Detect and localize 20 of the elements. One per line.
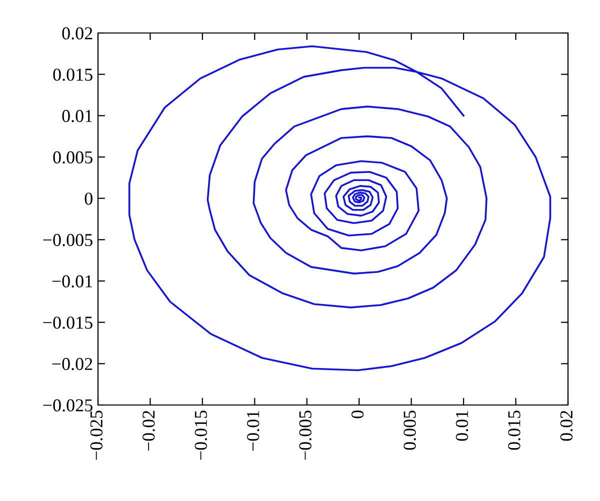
line-series (128, 45, 552, 372)
x-tick-label: 0.02 (560, 410, 573, 441)
x-tick-label: −0.02 (142, 410, 155, 451)
y-tick-label: −0.025 (43, 399, 92, 412)
y-tick-label: −0.02 (52, 358, 92, 370)
x-tick-label: 0.005 (404, 410, 416, 450)
y-tick-label: 0.005 (53, 151, 92, 164)
y-tick-label: −0.015 (43, 316, 92, 329)
x-tick-label: −0.01 (247, 410, 260, 451)
y-tick-label: 0.02 (62, 27, 92, 40)
x-tick-label: 0.015 (508, 410, 520, 450)
y-tick-label: 0.015 (53, 68, 92, 81)
y-tick-label: 0 (84, 192, 92, 205)
x-tick-label: 0.01 (456, 410, 468, 441)
x-tick-label: −0.015 (194, 410, 208, 460)
y-tick-label: 0.01 (62, 110, 92, 122)
x-tick-label: 0 (351, 410, 364, 418)
y-tick-label: −0.01 (52, 275, 92, 288)
y-tick-label: −0.005 (43, 234, 92, 246)
x-tick-label: −0.005 (299, 410, 312, 460)
